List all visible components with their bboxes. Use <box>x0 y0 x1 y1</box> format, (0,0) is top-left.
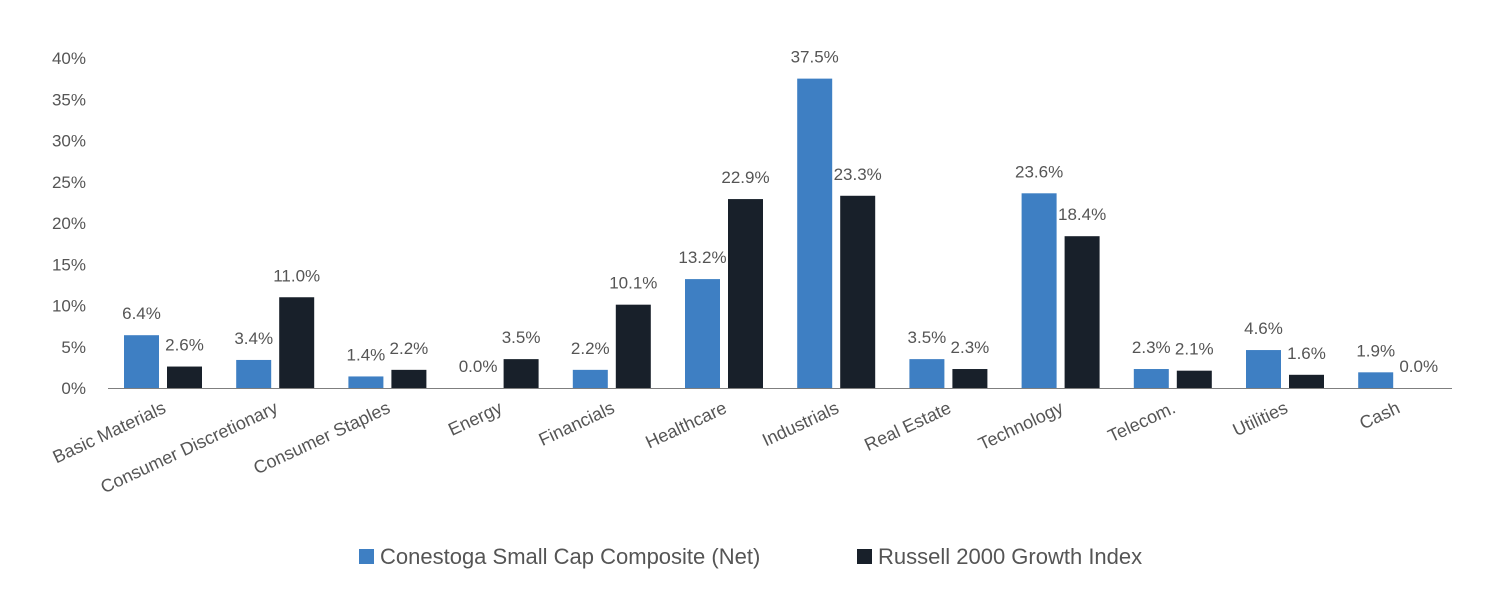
bar-series-0-9 <box>1133 369 1169 388</box>
bar-series-1-9 <box>1176 370 1212 388</box>
bar-series-0-6 <box>797 78 833 388</box>
bar-series-1-3 <box>503 359 539 388</box>
y-tick-label: 0% <box>61 379 86 398</box>
bar-series-0-8 <box>1021 193 1057 388</box>
legend-label-0: Conestoga Small Cap Composite (Net) <box>380 544 760 569</box>
category-label: Utilities <box>1230 397 1291 440</box>
value-label-series-0-5: 13.2% <box>678 248 726 267</box>
legend-label-1: Russell 2000 Growth Index <box>878 544 1142 569</box>
bar-series-0-0 <box>124 335 159 388</box>
category-label: Energy <box>445 397 505 439</box>
value-label-series-0-0: 6.4% <box>122 304 161 323</box>
value-label-series-1-2: 2.2% <box>390 339 429 358</box>
bar-series-0-2 <box>348 376 384 388</box>
y-tick-label: 40% <box>52 49 86 68</box>
y-tick-label: 5% <box>61 338 86 357</box>
category-label: Financials <box>536 397 618 449</box>
value-label-series-1-7: 2.3% <box>951 338 990 357</box>
value-label-series-0-7: 3.5% <box>908 328 947 347</box>
y-tick-label: 20% <box>52 214 86 233</box>
bar-series-1-4 <box>615 304 651 388</box>
value-label-series-1-1: 11.0% <box>273 266 320 285</box>
value-label-series-1-10: 1.6% <box>1287 344 1326 363</box>
value-label-series-0-9: 2.3% <box>1132 338 1171 357</box>
y-tick-label: 25% <box>52 173 86 192</box>
y-tick-label: 35% <box>52 90 86 109</box>
value-label-series-0-4: 2.2% <box>571 339 610 358</box>
value-label-series-1-8: 18.4% <box>1058 205 1106 224</box>
value-label-series-1-5: 22.9% <box>721 168 769 187</box>
bar-series-1-8 <box>1064 236 1100 388</box>
bar-series-1-5 <box>728 199 763 388</box>
category-label: Industrials <box>759 397 842 450</box>
bar-series-1-10 <box>1289 374 1324 388</box>
legend: Conestoga Small Cap Composite (Net) Russe… <box>359 544 1142 569</box>
bar-series-0-11 <box>1358 372 1394 388</box>
bar-series-1-7 <box>952 369 988 388</box>
bar-series-1-6 <box>840 195 876 388</box>
value-label-series-0-8: 23.6% <box>1015 162 1063 181</box>
value-label-series-1-6: 23.3% <box>834 165 882 184</box>
category-label: Cash <box>1356 397 1403 433</box>
bar-series-0-5 <box>685 279 720 388</box>
y-tick-label: 10% <box>52 297 86 316</box>
bar-series-0-1 <box>236 359 272 388</box>
y-axis: 0% 5% 10% 15% 20% 25% 30% 35% 40% <box>52 49 86 398</box>
bar-series-0-10 <box>1246 350 1281 388</box>
value-label-series-1-9: 2.1% <box>1175 340 1214 359</box>
category-label: Consumer Discretionary <box>97 397 280 497</box>
value-labels-group: 6.4%2.6% 3.4%11.0%1.4% 2.2%0.0%3.5%2.2%10.… <box>122 48 1438 376</box>
value-label-series-0-1: 3.4% <box>234 329 273 348</box>
category-label: Real Estate <box>861 397 954 454</box>
value-label-series-1-4: 10.1% <box>609 274 657 293</box>
bar-series-1-1 <box>279 297 315 388</box>
category-label: Healthcare <box>642 397 729 452</box>
value-label-series-0-11: 1.9% <box>1356 341 1395 360</box>
bars-group <box>124 78 1394 388</box>
value-label-series-0-6: 37.5% <box>791 48 839 67</box>
y-tick-label: 15% <box>52 255 86 274</box>
bar-series-1-2 <box>391 369 427 388</box>
value-label-series-1-3: 3.5% <box>502 328 541 347</box>
legend-swatch-1 <box>857 549 872 564</box>
value-label-series-0-10: 4.6% <box>1244 319 1283 338</box>
legend-swatch-0 <box>359 549 374 564</box>
bar-series-1-0 <box>167 366 202 388</box>
category-label: Technology <box>975 397 1066 454</box>
category-label: Telecom. <box>1105 397 1179 446</box>
bar-series-0-4 <box>572 369 608 388</box>
y-tick-label: 30% <box>52 132 86 151</box>
value-label-series-1-0: 2.6% <box>165 336 204 355</box>
value-label-series-1-11: 0.0% <box>1399 357 1438 376</box>
value-label-series-0-3: 0.0% <box>459 357 498 376</box>
bar-series-0-7 <box>909 359 945 388</box>
value-label-series-0-2: 1.4% <box>347 345 386 364</box>
